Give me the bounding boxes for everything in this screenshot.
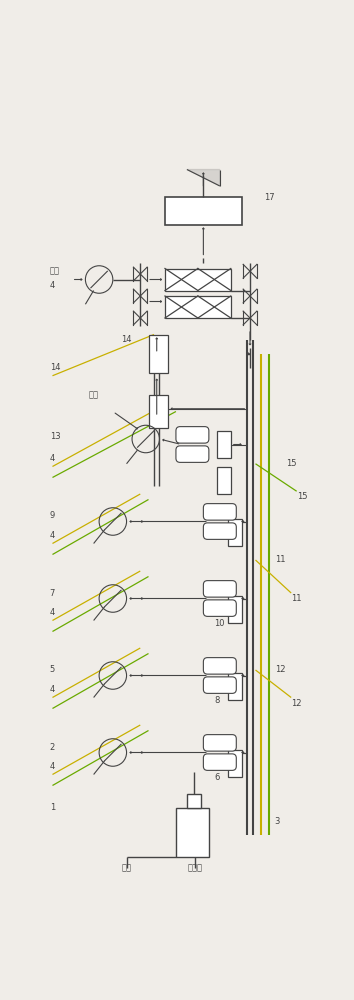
Bar <box>228 596 242 623</box>
Text: 5: 5 <box>50 666 55 674</box>
Text: 11: 11 <box>291 594 302 603</box>
Bar <box>228 519 242 546</box>
Text: 14: 14 <box>121 336 132 344</box>
Text: 空气: 空气 <box>121 863 132 872</box>
Bar <box>217 431 231 458</box>
FancyBboxPatch shape <box>203 600 236 616</box>
Text: 12: 12 <box>291 698 302 708</box>
Bar <box>228 673 242 700</box>
Bar <box>149 334 168 373</box>
Text: 4: 4 <box>50 608 55 617</box>
Text: 3: 3 <box>275 817 280 826</box>
Polygon shape <box>187 169 220 186</box>
FancyBboxPatch shape <box>176 427 209 443</box>
Text: 2: 2 <box>50 742 55 752</box>
Text: 1: 1 <box>50 803 55 812</box>
Bar <box>228 750 242 777</box>
Text: 17: 17 <box>264 192 274 202</box>
Text: 4: 4 <box>50 762 55 771</box>
Text: 15: 15 <box>286 459 296 468</box>
Bar <box>217 466 231 494</box>
Text: 4: 4 <box>50 685 55 694</box>
Bar <box>165 296 231 318</box>
Text: 8: 8 <box>215 696 220 705</box>
Bar <box>149 395 168 428</box>
Text: 4: 4 <box>50 280 55 290</box>
Text: 空气: 空气 <box>88 390 99 399</box>
Text: 13: 13 <box>50 432 61 441</box>
FancyBboxPatch shape <box>203 677 236 693</box>
Text: 14: 14 <box>50 363 60 372</box>
Bar <box>165 197 242 225</box>
FancyBboxPatch shape <box>203 581 236 597</box>
Text: 12: 12 <box>275 666 285 674</box>
Text: 10: 10 <box>215 619 225 628</box>
Text: 酸性气: 酸性气 <box>188 863 202 872</box>
Text: 11: 11 <box>275 556 285 564</box>
FancyBboxPatch shape <box>176 446 209 462</box>
Bar <box>187 794 201 808</box>
Text: 15: 15 <box>297 492 307 501</box>
Bar <box>176 808 209 857</box>
FancyBboxPatch shape <box>203 658 236 674</box>
Bar <box>165 268 231 290</box>
Text: 6: 6 <box>215 773 220 782</box>
Text: 9: 9 <box>50 512 55 520</box>
FancyBboxPatch shape <box>203 754 236 770</box>
Text: 4: 4 <box>50 531 55 540</box>
FancyBboxPatch shape <box>203 523 236 539</box>
FancyBboxPatch shape <box>203 735 236 751</box>
Text: 蔫气: 蔫气 <box>50 267 60 276</box>
Text: 7: 7 <box>50 588 55 597</box>
FancyBboxPatch shape <box>203 504 236 520</box>
Text: 4: 4 <box>50 454 55 463</box>
